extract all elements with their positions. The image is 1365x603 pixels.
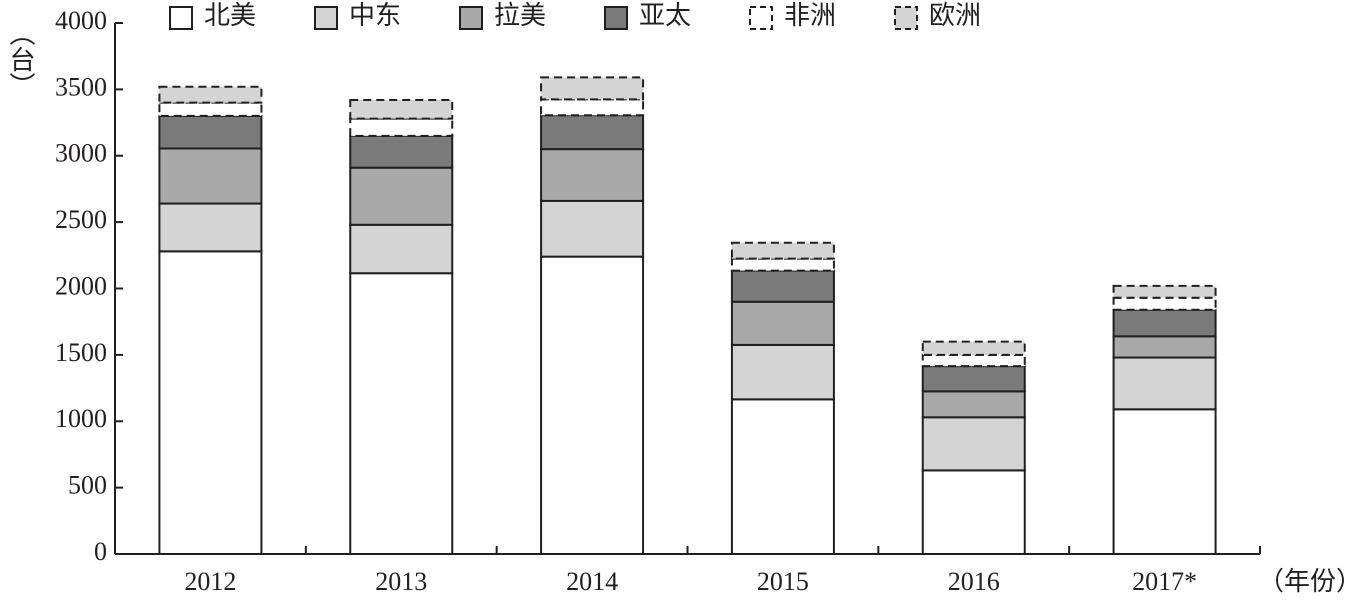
- legend-label: 非洲: [784, 1, 836, 30]
- bar-segment: [540, 199, 645, 258]
- bar-segment: [158, 114, 263, 150]
- legend-swatch: [749, 6, 773, 30]
- legend-swatch: [894, 6, 918, 30]
- bar-segment: [1112, 408, 1217, 555]
- bar-segment: [921, 416, 1026, 472]
- y-tick-label: 1000: [55, 404, 107, 433]
- bar-segment: [540, 76, 645, 101]
- x-tick-label: 2017*: [1132, 567, 1197, 596]
- legend-label: 亚太: [639, 1, 691, 30]
- legend-swatch: [604, 6, 628, 30]
- bar-segment: [349, 166, 454, 226]
- y-tick-label: 1500: [55, 338, 107, 367]
- bar-segment: [349, 223, 454, 275]
- legend-swatch: [314, 6, 338, 30]
- legend-label: 拉美: [494, 1, 546, 30]
- y-axis-label: （台）: [6, 20, 35, 98]
- x-tick-label: 2013: [375, 567, 427, 596]
- legend-label: 北美: [204, 1, 256, 30]
- y-tick-label: 2000: [55, 271, 107, 300]
- bar-segment: [921, 365, 1026, 393]
- x-tick-label: 2015: [757, 567, 809, 596]
- bar-segment: [1112, 308, 1217, 338]
- y-tick-label: 2500: [55, 205, 107, 234]
- bar-segment: [158, 250, 263, 556]
- bar-segment: [349, 117, 454, 137]
- legend-label: 中东: [349, 1, 401, 30]
- y-tick-label: 3000: [55, 139, 107, 168]
- bar-segment: [730, 241, 835, 260]
- y-tick-label: 500: [68, 471, 107, 500]
- y-tick-label: 0: [94, 537, 107, 566]
- bar-segment: [1112, 296, 1217, 311]
- x-axis-label: （年份）: [1258, 567, 1362, 596]
- bar-segment: [158, 202, 263, 253]
- bar-segment: [730, 257, 835, 272]
- bar-segment: [730, 269, 835, 303]
- bar-segment: [1112, 335, 1217, 359]
- legend-swatch: [169, 6, 193, 30]
- bar-segment: [921, 340, 1026, 356]
- bar-segment: [158, 101, 263, 117]
- legend-label: 欧洲: [929, 1, 981, 30]
- bar-segment: [349, 98, 454, 120]
- bar-segment: [158, 147, 263, 205]
- bar-segment: [730, 398, 835, 555]
- bar-segment: [540, 255, 645, 555]
- bar-segment: [158, 85, 263, 104]
- bar-segment: [730, 300, 835, 346]
- bar-segment: [540, 114, 645, 151]
- legend-swatch: [459, 6, 483, 30]
- bar-segment: [921, 469, 1026, 555]
- y-tick-label: 3500: [55, 72, 107, 101]
- x-tick-label: 2014: [566, 567, 618, 596]
- bar-segment: [540, 98, 645, 117]
- bar-segment: [349, 272, 454, 555]
- y-tick-label: 4000: [55, 6, 107, 35]
- x-tick-label: 2012: [184, 567, 236, 596]
- bar-segment: [921, 353, 1026, 368]
- bar-segment: [540, 148, 645, 202]
- x-tick-label: 2016: [948, 567, 1000, 596]
- bar-segment: [730, 343, 835, 401]
- bar-segment: [1112, 284, 1217, 299]
- bar-segment: [1112, 356, 1217, 411]
- bar-segment: [921, 390, 1026, 419]
- bar-segment: [349, 134, 454, 169]
